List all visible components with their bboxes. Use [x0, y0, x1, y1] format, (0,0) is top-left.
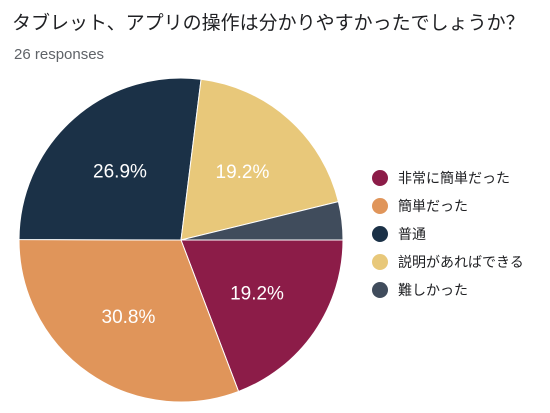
data-label-very-easy: 19.2% — [230, 283, 284, 304]
legend-label: 普通 — [398, 227, 426, 243]
legend-swatch — [372, 198, 388, 214]
data-label-normal: 26.9% — [93, 162, 147, 183]
pie-slice-very-easy[interactable] — [180, 239, 344, 393]
data-label-easy: 30.8% — [102, 307, 156, 328]
legend-swatch — [372, 282, 388, 298]
legend-swatch — [372, 254, 388, 270]
legend-swatch — [372, 170, 388, 186]
legend-item-very-easy[interactable]: 非常に簡単だった — [372, 166, 524, 190]
legend: 非常に簡単だった 簡単だった普通説明があればできる 難しかった — [372, 166, 524, 306]
pie-slice-normal[interactable] — [18, 77, 202, 241]
legend-label: 簡単だった — [398, 199, 468, 215]
pie-slice-easy[interactable] — [18, 238, 240, 403]
legend-item-difficult[interactable]: 難しかった — [372, 278, 524, 302]
pie-slice-possible-with-explanation[interactable] — [180, 78, 339, 241]
legend-swatch — [372, 226, 388, 242]
legend-item-normal[interactable]: 普通 — [372, 222, 524, 246]
legend-item-easy[interactable]: 簡単だった — [372, 194, 524, 218]
chart-title: タブレット、アプリの操作は分かりやすかったでしょうか？ — [12, 12, 525, 34]
legend-item-possible-with-explanation[interactable]: 説明があればできる — [372, 250, 524, 274]
legend-label: 説明があればできる — [398, 255, 524, 271]
legend-label: 難しかった — [398, 283, 468, 299]
data-label-possible-with-explanation: 19.2% — [216, 162, 270, 183]
legend-label: 非常に簡単だった — [398, 171, 510, 187]
pie-slice-difficult[interactable] — [180, 201, 344, 241]
response-count: 26 responses — [14, 46, 105, 63]
